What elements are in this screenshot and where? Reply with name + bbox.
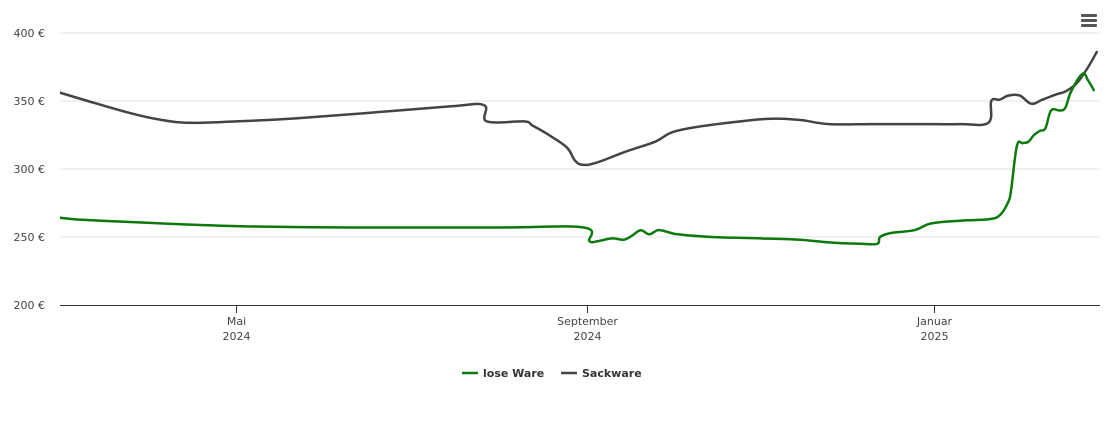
x-tick-label-year: 2025 bbox=[921, 330, 949, 343]
legend-label: Sackware bbox=[582, 367, 642, 380]
legend-item-sackware[interactable]: Sackware bbox=[561, 367, 642, 380]
y-tick-label: 200 € bbox=[14, 299, 46, 312]
y-tick-label: 350 € bbox=[14, 95, 46, 108]
x-tick-label-month: Mai bbox=[227, 315, 246, 328]
plot-area bbox=[60, 50, 1098, 246]
y-tick-label: 250 € bbox=[14, 231, 46, 244]
legend[interactable]: lose Ware Sackware bbox=[462, 367, 642, 380]
x-tick-label-month: September bbox=[557, 315, 618, 328]
x-tick-label-month: Januar bbox=[916, 315, 953, 328]
y-axis: 200 € 250 € 300 € 350 € 400 € bbox=[14, 27, 46, 312]
hamburger-menu-icon[interactable] bbox=[1078, 12, 1100, 32]
y-tick-label: 400 € bbox=[14, 27, 46, 40]
series-line-lose-ware bbox=[60, 72, 1096, 246]
x-tick-label-year: 2024 bbox=[223, 330, 251, 343]
x-tick-label-year: 2024 bbox=[574, 330, 602, 343]
x-axis: Mai 2024 September 2024 Januar 2025 bbox=[223, 305, 953, 343]
series-line-sackware bbox=[60, 50, 1098, 167]
y-tick-label: 300 € bbox=[14, 163, 46, 176]
legend-item-lose-ware[interactable]: lose Ware bbox=[462, 367, 544, 380]
legend-label: lose Ware bbox=[483, 367, 544, 380]
grid-lines bbox=[60, 32, 1100, 238]
